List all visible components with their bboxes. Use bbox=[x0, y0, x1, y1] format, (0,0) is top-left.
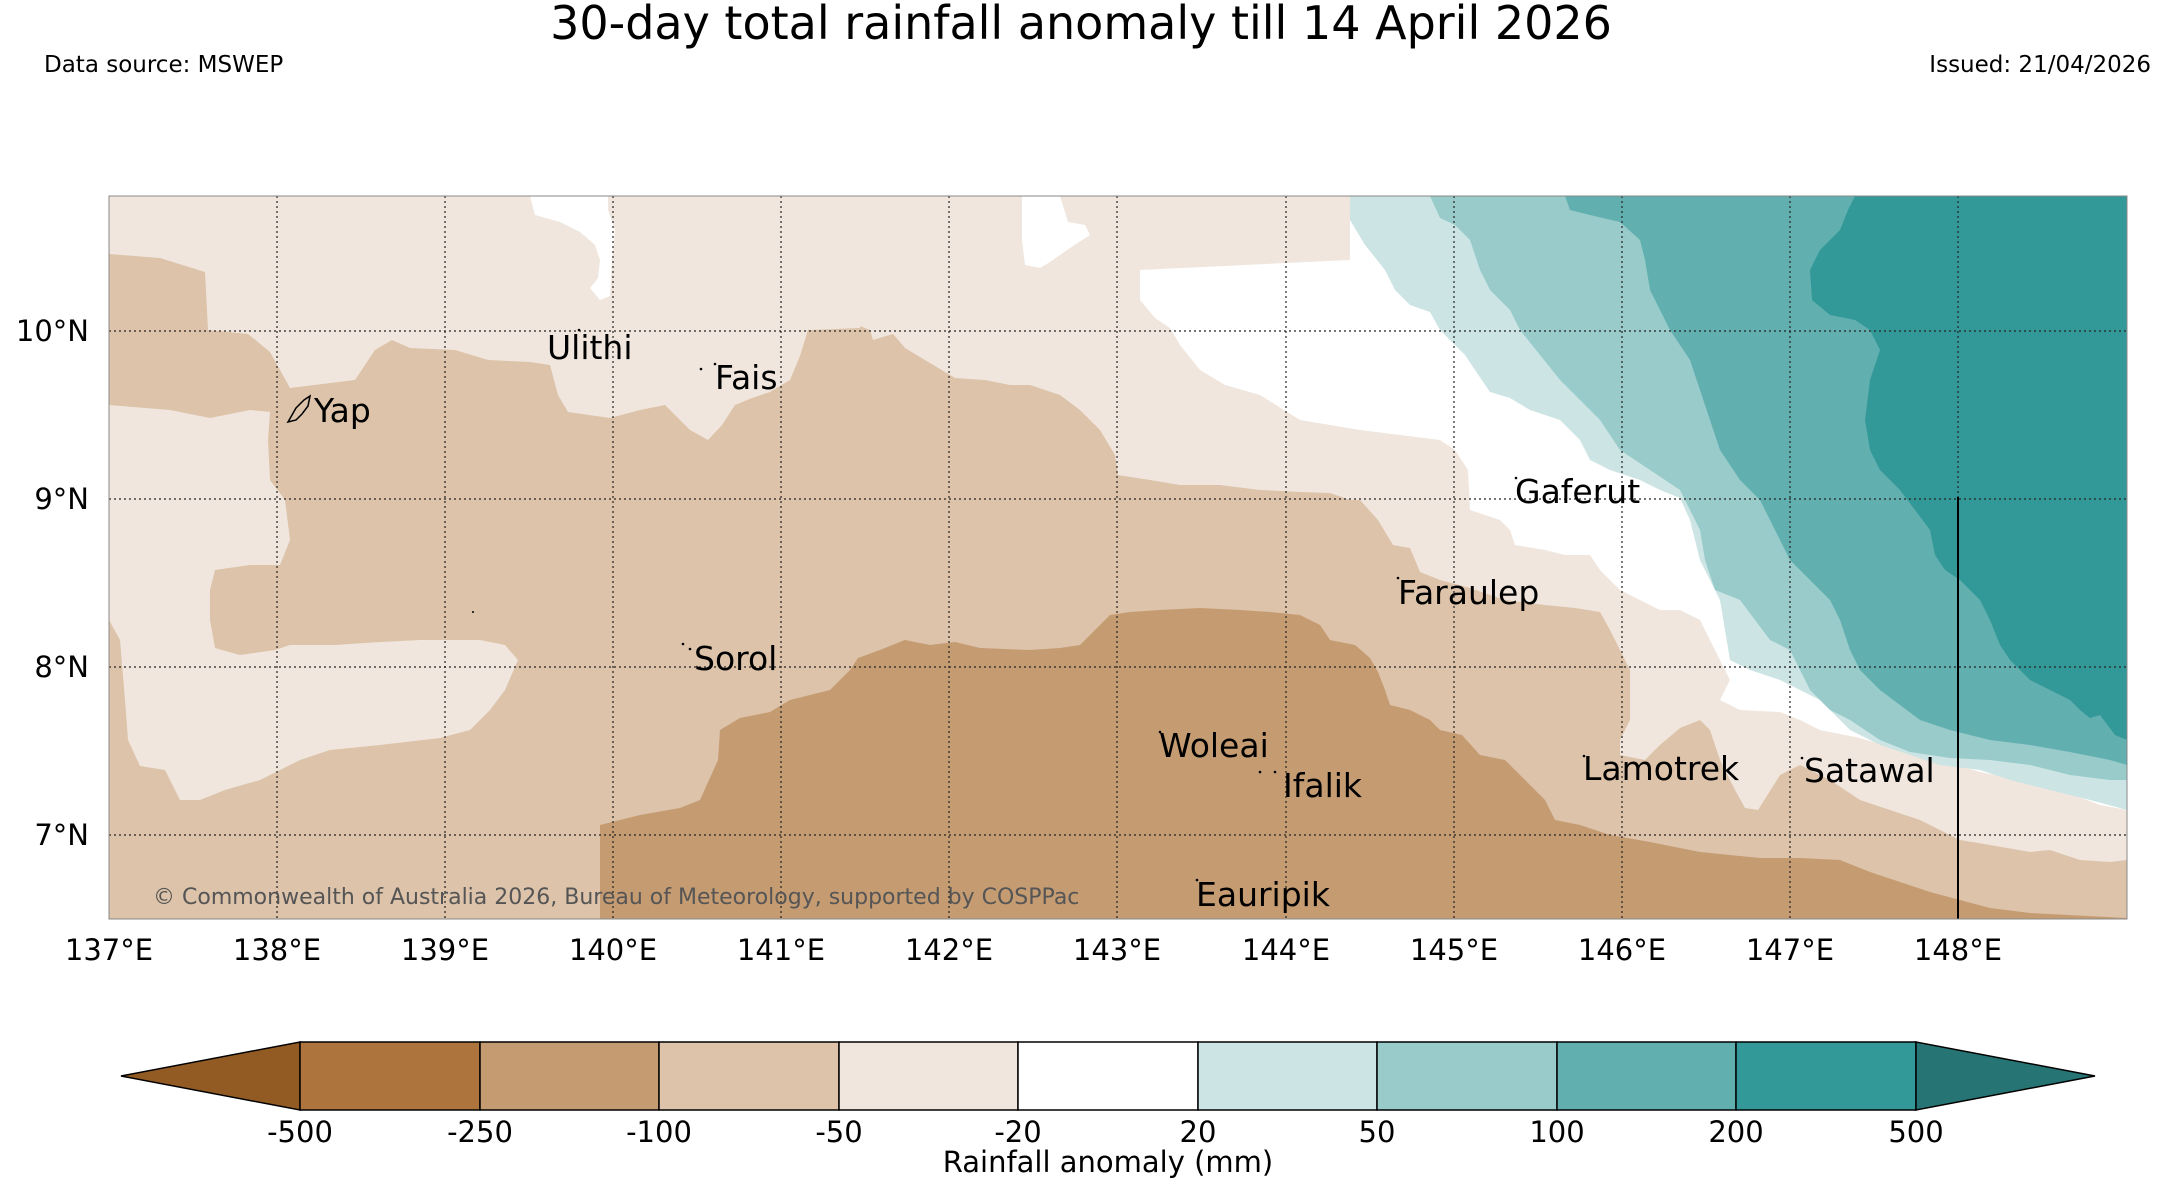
colorbar-tick: 500 bbox=[1888, 1115, 1943, 1149]
anomaly-band-neg50-neg20-island-a bbox=[1150, 330, 1168, 352]
x-tick-142e: 142°E bbox=[905, 933, 993, 967]
anomaly-band-neg20-20-b bbox=[465, 196, 615, 300]
data-source-label: Data source: MSWEP bbox=[44, 52, 284, 78]
x-tick-141e: 141°E bbox=[737, 933, 825, 967]
place-label-faraulep: Faraulep bbox=[1398, 573, 1539, 612]
colorbar-tick: 20 bbox=[1180, 1115, 1217, 1149]
issued-date-label: Issued: 21/04/2026 bbox=[1929, 52, 2151, 78]
anomaly-band-neg250-neg100 bbox=[290, 608, 2127, 919]
colorbar-tick: -250 bbox=[447, 1115, 513, 1149]
x-tick-146e: 146°E bbox=[1578, 933, 1666, 967]
colorbar-tick: 200 bbox=[1708, 1115, 1763, 1149]
x-tick-147e: 147°E bbox=[1746, 933, 1834, 967]
x-tick-143e: 143°E bbox=[1073, 933, 1161, 967]
colorbar-seg-100-200 bbox=[1556, 1041, 1737, 1111]
x-tick-145e: 145°E bbox=[1410, 933, 1498, 967]
colorbar-tick: -20 bbox=[994, 1115, 1041, 1149]
x-tick-148e: 148°E bbox=[1914, 933, 2002, 967]
colorbar-seg-neg500-neg250 bbox=[299, 1041, 481, 1111]
place-label-satawal: Satawal bbox=[1804, 751, 1935, 790]
anomaly-band-neg100-neg50-west bbox=[109, 600, 600, 919]
colorbar-seg-neg250-neg100 bbox=[479, 1041, 660, 1111]
yap-island-shape bbox=[286, 394, 312, 424]
colorbar-extend-low bbox=[120, 1041, 301, 1111]
map-title: 30-day total rainfall anomaly till 14 Ap… bbox=[550, 0, 1612, 50]
y-tick-9n: 9°N bbox=[34, 482, 89, 516]
x-tick-139e: 139°E bbox=[401, 933, 489, 967]
colorbar-label: Rainfall anomaly (mm) bbox=[943, 1145, 1274, 1179]
island-dots bbox=[472, 328, 1804, 882]
place-label-ifalik: Ifalik bbox=[1283, 766, 1363, 805]
anomaly-band-200-500 bbox=[1810, 196, 2127, 740]
y-tick-7n: 7°N bbox=[34, 818, 89, 852]
place-label-fais: Fais bbox=[715, 358, 778, 397]
place-label-lamotrek: Lamotrek bbox=[1583, 749, 1740, 788]
place-label-ulithi: Ulithi bbox=[547, 328, 633, 367]
colorbar-seg-20-50 bbox=[1197, 1041, 1378, 1111]
anomaly-band-neg50-neg20-west-a bbox=[109, 405, 518, 800]
colorbar-tick-labels: -500 -250 -100 -50 -20 20 50 100 200 500 bbox=[267, 1115, 1944, 1149]
colorbar-tick: -100 bbox=[626, 1115, 692, 1149]
anomaly-band-neg20-20 bbox=[1022, 196, 1090, 268]
colorbar-seg-50-100 bbox=[1376, 1041, 1558, 1111]
colorbar-extend-high bbox=[1915, 1041, 2096, 1111]
place-labels: Ulithi Fais Yap Gaferut Faraulep Sorol W… bbox=[313, 328, 1935, 914]
place-label-gaferut: Gaferut bbox=[1515, 472, 1640, 511]
anomaly-band-neg50-neg20-island-b bbox=[1635, 640, 1655, 700]
map-gridlines bbox=[109, 196, 2127, 919]
x-tick-labels: 137°E 138°E 139°E 140°E 141°E 142°E 143°… bbox=[65, 933, 2002, 967]
colorbar-tick: 100 bbox=[1529, 1115, 1584, 1149]
x-tick-137e: 137°E bbox=[65, 933, 153, 967]
colorbar-seg-neg20-20 bbox=[1017, 1041, 1199, 1111]
colorbar-seg-neg100-neg50 bbox=[658, 1041, 840, 1111]
copyright-notice: © Commonwealth of Australia 2026, Bureau… bbox=[153, 885, 1079, 910]
place-label-sorol: Sorol bbox=[694, 639, 777, 678]
place-label-eauripik: Eauripik bbox=[1196, 875, 1331, 914]
map-frame bbox=[108, 195, 2128, 920]
x-tick-144e: 144°E bbox=[1242, 933, 1330, 967]
x-tick-138e: 138°E bbox=[233, 933, 321, 967]
y-tick-labels: 10°N 9°N 8°N 7°N bbox=[16, 314, 89, 852]
x-tick-140e: 140°E bbox=[569, 933, 657, 967]
anomaly-map bbox=[109, 196, 2127, 919]
colorbar bbox=[120, 1041, 2096, 1111]
colorbar-seg-neg50-neg20 bbox=[838, 1041, 1019, 1111]
y-tick-10n: 10°N bbox=[16, 314, 89, 348]
y-tick-8n: 8°N bbox=[34, 650, 89, 684]
colorbar-seg-200-500 bbox=[1735, 1041, 1917, 1111]
colorbar-tick: 50 bbox=[1359, 1115, 1396, 1149]
place-label-woleai: Woleai bbox=[1159, 726, 1269, 765]
colorbar-tick: -50 bbox=[815, 1115, 862, 1149]
place-label-yap: Yap bbox=[313, 391, 371, 430]
colorbar-tick: -500 bbox=[267, 1115, 333, 1149]
